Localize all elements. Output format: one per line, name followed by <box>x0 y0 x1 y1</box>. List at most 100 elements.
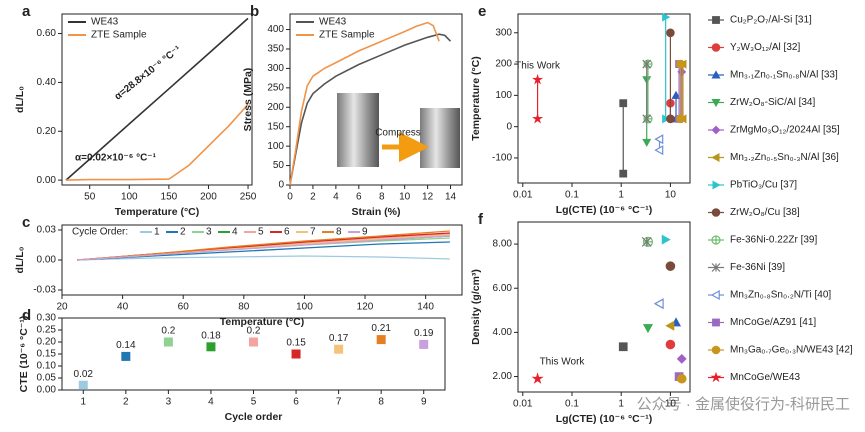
legend-marker <box>712 180 721 190</box>
legend-label: 1 <box>154 227 160 238</box>
x-tick-label: 12 <box>422 192 434 203</box>
y-tick-label: 400 <box>267 24 284 35</box>
x-tick-label: 8 <box>378 397 384 408</box>
y-tick-label: 0 <box>278 180 284 191</box>
legend-label: Mn₃.₁Zn₀.₁Sn₀.₈N/Al [33] <box>730 70 838 81</box>
x-tick-label: 0.01 <box>513 190 533 201</box>
range-marker <box>642 138 652 147</box>
x-axis-label: Temperature (°C) <box>220 316 305 328</box>
range-marker <box>666 114 675 124</box>
y-tick-label: 0.20 <box>37 126 57 137</box>
x-tick-label: 140 <box>417 302 434 313</box>
legend-label: Y₂W₃O₁₂/Al [32] <box>730 42 800 53</box>
y-tick-label: 0.15 <box>37 349 57 360</box>
legend-label: Fe-36Ni-0.22Zr [39] <box>730 235 817 246</box>
data-label: 0.02 <box>74 369 94 380</box>
legend-marker <box>711 152 720 163</box>
legend-label: ZrMgMo₃O₁₂/2024Al [35] <box>730 125 840 136</box>
legend-label: PbTiO₃/Cu [37] <box>730 180 797 191</box>
range-marker <box>671 90 681 99</box>
x-tick-label: 50 <box>84 192 96 203</box>
legend-label: ZTE Sample <box>91 30 147 41</box>
legend-marker <box>711 235 721 245</box>
plot-frame <box>517 13 691 184</box>
range-marker <box>532 113 544 124</box>
legend-marker <box>712 318 720 327</box>
legend-label: WE43 <box>91 17 119 28</box>
panel-label: b <box>250 3 259 20</box>
x-tick-label: 0 <box>287 192 293 203</box>
x-tick-label: 100 <box>296 302 313 313</box>
y-tick-label: 0.10 <box>37 361 57 372</box>
legend-label: MnCoGe/WE43 <box>730 372 800 383</box>
x-tick-label: 120 <box>357 302 374 313</box>
range-marker <box>654 134 664 145</box>
data-point <box>642 236 654 247</box>
annotation: This Work <box>540 356 586 367</box>
legend-label: 6 <box>284 227 290 238</box>
data-point <box>121 351 131 361</box>
data-label: 0.14 <box>116 340 136 351</box>
y-tick-label: 0.40 <box>37 77 57 88</box>
x-tick-label: 5 <box>251 397 257 408</box>
y-axis-label: Density (g/cm³) <box>470 269 482 345</box>
x-axis-label: Cycle order <box>225 411 283 423</box>
range-marker <box>676 114 685 124</box>
x-tick-label: 4 <box>333 192 339 203</box>
x-tick-label: 3 <box>166 397 172 408</box>
annotation: α=0.02×10⁻⁶ °C⁻¹ <box>75 153 157 164</box>
x-tick-label: 60 <box>178 302 190 313</box>
y-tick-label: 150 <box>267 121 284 132</box>
y-tick-label: 0 <box>506 121 512 132</box>
x-tick-label: 0.1 <box>565 399 579 410</box>
legend-label: ZTE Sample <box>319 30 375 41</box>
legend-marker <box>711 99 721 108</box>
plot-frame <box>289 13 463 186</box>
x-tick-label: 6 <box>356 192 362 203</box>
series-line <box>77 230 450 261</box>
x-tick-label: 10 <box>665 190 677 201</box>
y-tick-label: 200 <box>267 102 284 113</box>
y-axis-label: dL/L₀ <box>14 86 26 113</box>
data-label: 0.18 <box>201 330 221 341</box>
data-point <box>419 339 429 349</box>
inset-image <box>420 108 460 168</box>
legend-label: 8 <box>336 227 342 238</box>
x-tick-label: 250 <box>240 192 257 203</box>
panel-label: a <box>22 3 31 20</box>
y-tick-label: -100 <box>492 153 512 164</box>
legend-label: 9 <box>362 227 368 238</box>
data-point <box>665 339 676 350</box>
x-tick-label: 1 <box>618 190 624 201</box>
data-point <box>676 373 687 384</box>
data-point <box>78 380 88 390</box>
y-tick-label: 350 <box>267 44 284 55</box>
range-marker <box>619 169 628 178</box>
range-marker <box>643 114 653 124</box>
y-tick-label: 0.05 <box>37 373 57 384</box>
y-tick-label: 0.60 <box>37 28 57 39</box>
y-tick-label: 8.00 <box>493 239 513 250</box>
y-tick-label: 0.00 <box>37 255 57 266</box>
x-tick-label: 10 <box>665 399 677 410</box>
x-tick-label: 0.1 <box>565 190 579 201</box>
series-line <box>289 21 440 186</box>
x-tick-label: 40 <box>117 302 129 313</box>
legend-label: 2 <box>180 227 186 238</box>
y-tick-label: 300 <box>267 63 284 74</box>
x-tick-label: 6 <box>293 397 299 408</box>
data-point <box>334 344 344 354</box>
x-tick-label: 20 <box>56 302 68 313</box>
legend-marker <box>710 371 722 383</box>
range-marker <box>662 114 671 124</box>
data-point <box>665 261 676 271</box>
range-marker <box>642 59 652 69</box>
series-line <box>77 235 450 261</box>
watermark: 公众号 · 金属使役行为-科研民工 <box>637 396 850 413</box>
data-point <box>642 324 653 334</box>
data-label: 0.15 <box>286 338 306 349</box>
legend-label: Mn₃Ga₀.₇Ge₀.₃N/WE43 [42] <box>730 345 853 356</box>
plot-frame <box>517 221 691 393</box>
y-axis-label: Stress (MPa) <box>242 68 254 132</box>
